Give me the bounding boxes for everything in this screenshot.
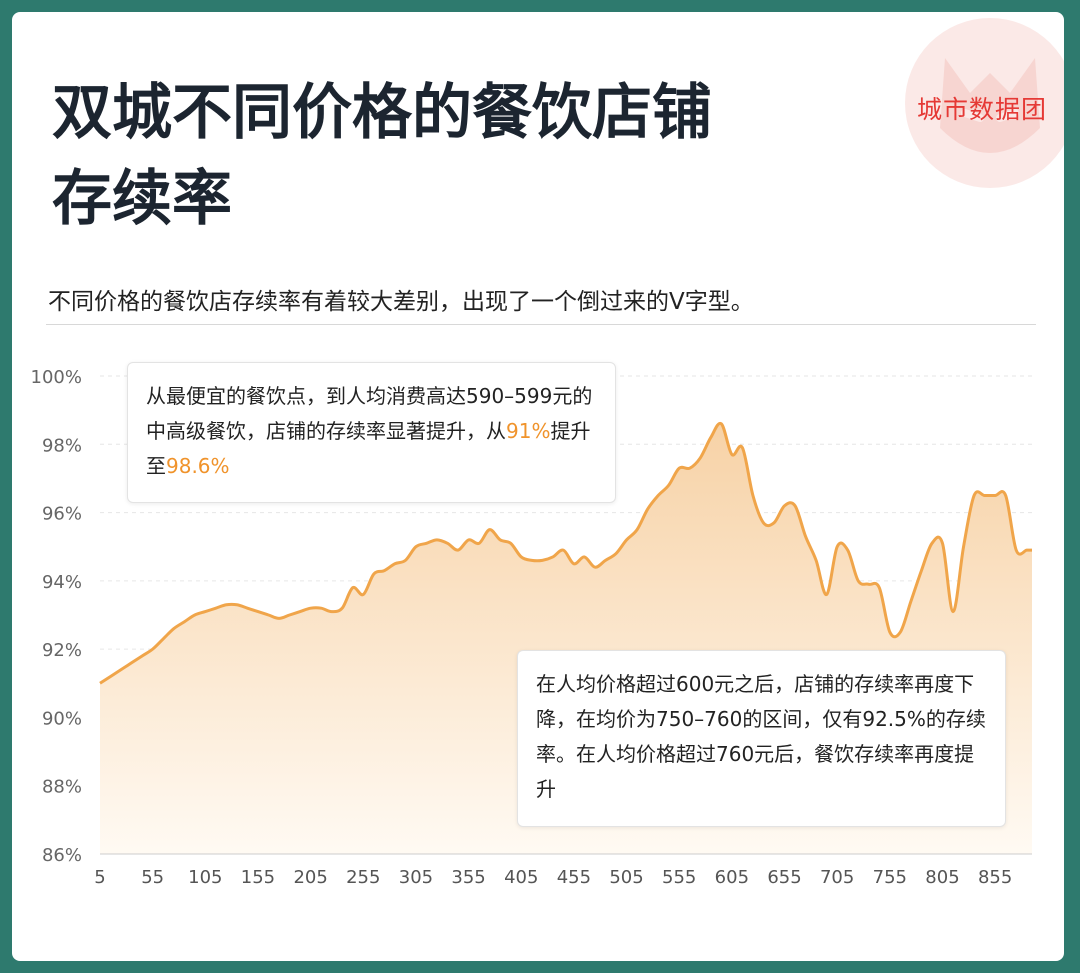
subtitle: 不同价格的餐饮店存续率有着较大差别，出现了一个倒过来的V字型。: [48, 289, 754, 315]
x-tick-label: 55: [141, 867, 164, 888]
x-tick-label: 555: [662, 867, 696, 888]
x-tick-label: 805: [925, 867, 959, 888]
annotation-decline-text: 在人均价格超过600元之后，店铺的存续率再度下降，在均价为750–760的区间，…: [536, 672, 986, 801]
title-line-2: 存续率: [52, 164, 232, 234]
x-tick-label: 305: [399, 867, 433, 888]
y-tick-label: 86%: [42, 845, 82, 866]
x-tick-label: 155: [241, 867, 275, 888]
x-tick-label: 5: [94, 867, 105, 888]
y-tick-label: 88%: [42, 777, 82, 798]
x-tick-label: 605: [715, 867, 749, 888]
x-tick-label: 755: [873, 867, 907, 888]
y-tick-label: 92%: [42, 640, 82, 661]
y-tick-label: 94%: [42, 572, 82, 593]
divider: [46, 324, 1036, 325]
annotation-rise: 从最便宜的餐饮点，到人均消费高达590–599元的中高级餐饮，店铺的存续率显著提…: [127, 362, 616, 503]
y-tick-label: 100%: [31, 367, 82, 388]
annotation-value-start: 91%: [506, 419, 551, 443]
annotation-rise-text-2: 提升至: [146, 419, 591, 478]
x-tick-label: 205: [293, 867, 327, 888]
x-tick-label: 255: [346, 867, 380, 888]
y-tick-label: 90%: [42, 708, 82, 729]
series-line: [99, 421, 1032, 685]
annotation-decline: 在人均价格超过600元之后，店铺的存续率再度下降，在均价为750–760的区间，…: [517, 650, 1006, 827]
x-tick-label: 405: [504, 867, 538, 888]
page-title: 双城不同价格的餐饮店铺 存续率: [52, 70, 872, 242]
x-tick-label: 105: [188, 867, 222, 888]
x-tick-label: 505: [609, 867, 643, 888]
y-tick-label: 98%: [42, 435, 82, 456]
annotation-rise-text: 从最便宜的餐饮点，到人均消费高达590–599元的中高级餐饮，店铺的存续率显著提…: [146, 384, 593, 443]
x-tick-label: 855: [978, 867, 1012, 888]
y-tick-label: 96%: [42, 504, 82, 525]
chart-card: 城市数据团 双城不同价格的餐饮店铺 存续率 不同价格的餐饮店存续率有着较大差别，…: [12, 12, 1064, 961]
cat-shield-icon: [905, 18, 1064, 188]
x-tick-label: 355: [451, 867, 485, 888]
brand-logo-text: 城市数据团: [917, 95, 1048, 124]
x-tick-label: 655: [767, 867, 801, 888]
title-line-1: 双城不同价格的餐饮店铺: [52, 78, 712, 148]
x-tick-label: 705: [820, 867, 854, 888]
annotation-value-peak: 98.6%: [166, 454, 230, 478]
x-tick-label: 455: [557, 867, 591, 888]
